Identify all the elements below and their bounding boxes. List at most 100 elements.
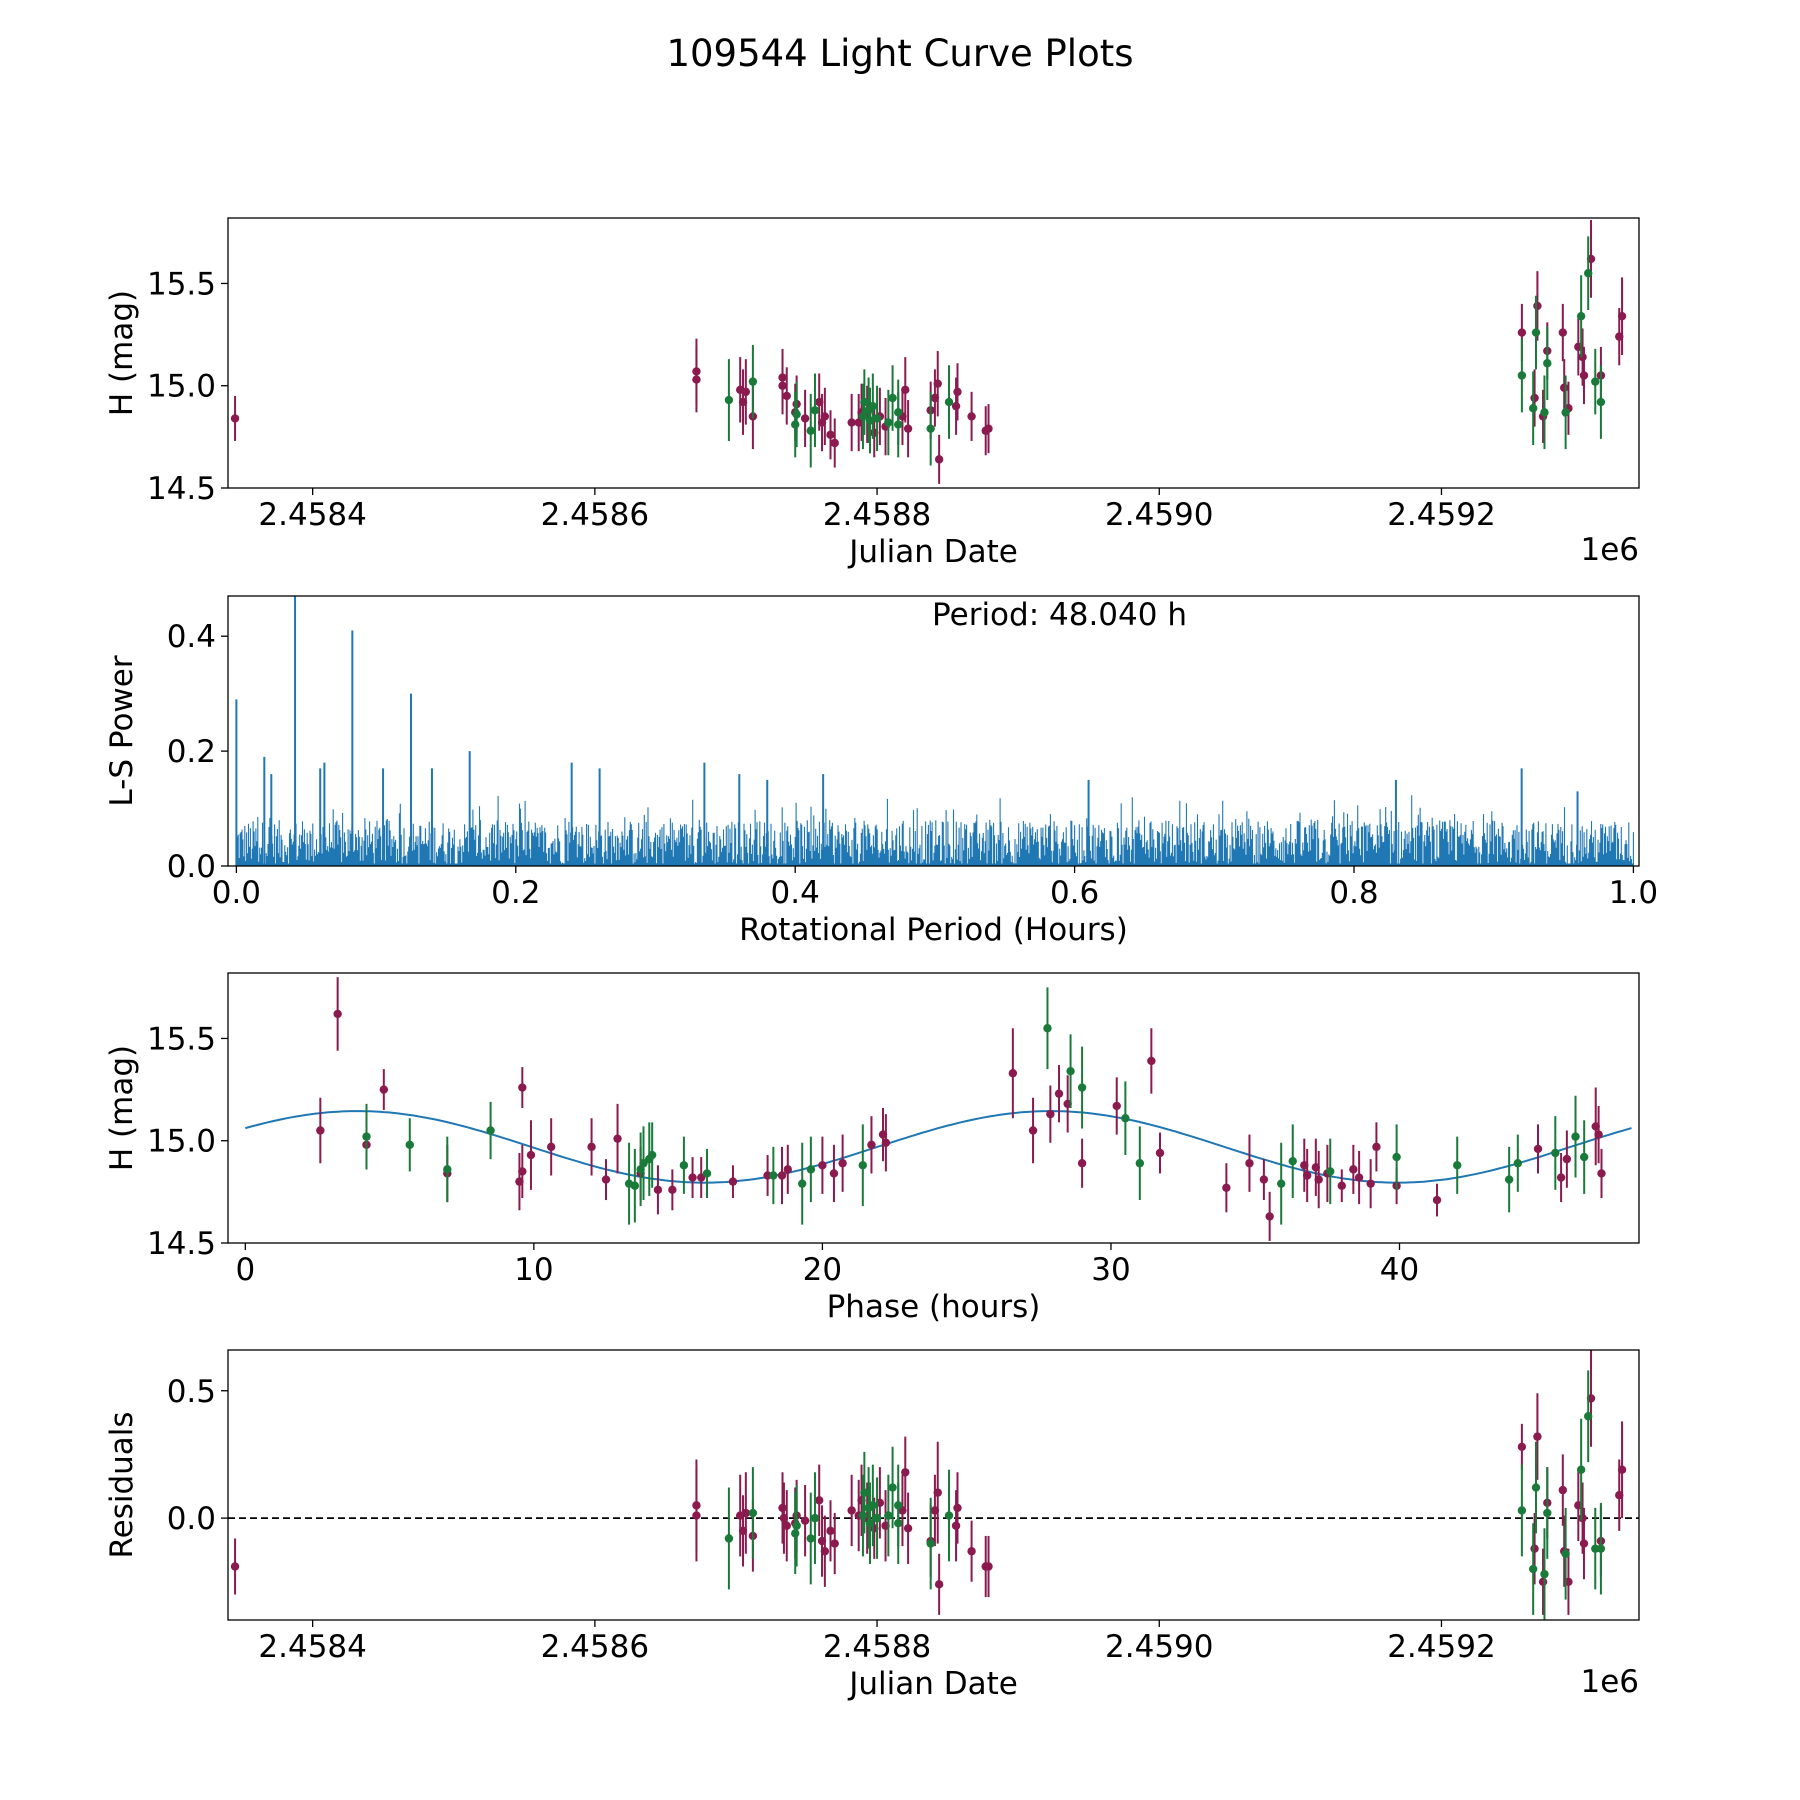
lc-point-g [944, 397, 954, 407]
phase-point-r [777, 1171, 787, 1180]
ls-xtick-label: 0.8 [1329, 875, 1378, 911]
phase-point-r [728, 1177, 738, 1186]
ls-xtick-label: 1.0 [1609, 875, 1658, 911]
ls-ylabel: L-S Power [104, 655, 140, 806]
phase-point-r [653, 1185, 663, 1195]
phase-point-g [1043, 1024, 1052, 1033]
phase-point-r [1265, 1212, 1274, 1221]
lc-point-r [901, 385, 910, 395]
res-frame [227, 1349, 1640, 1621]
lc-xtick-label: 2.4586 [541, 497, 649, 533]
phase-point-r [1147, 1056, 1156, 1066]
res-point-g [724, 1534, 734, 1543]
phase-xtick-label: 20 [803, 1252, 842, 1288]
phase-point-r [1354, 1173, 1364, 1182]
lc-point-g [1596, 397, 1606, 407]
phase-point-g [1504, 1175, 1514, 1184]
res-xtick-label: 2.4592 [1387, 1629, 1495, 1665]
res-point-g [926, 1539, 935, 1548]
panel-res: 2.4584 2.4586 2.4588 2.4590 2.4592 0.0 0.5 Juli… [104, 1349, 1640, 1702]
phase-point-r [1349, 1165, 1358, 1174]
lc-point-r [692, 375, 701, 384]
phase-point-g [1453, 1161, 1462, 1170]
lc-point-r [1517, 328, 1527, 337]
res-point-r [820, 1547, 830, 1556]
phase-xtick-label: 0 [235, 1252, 255, 1288]
phase-point-g [679, 1161, 689, 1170]
lc-point-g [888, 393, 897, 403]
ls-ytick-label: 0.2 [167, 734, 216, 770]
phase-point-g [1392, 1152, 1401, 1162]
res-point-g [1531, 1483, 1541, 1492]
lc-xtick-label: 2.4588 [823, 497, 931, 533]
ls-xtick-label: 0.0 [212, 875, 261, 911]
res-point-g [1561, 1549, 1570, 1558]
phase-point-g [702, 1169, 712, 1178]
res-point-r [1530, 1544, 1539, 1553]
phase-point-g [1066, 1066, 1075, 1076]
phase-point-g [798, 1179, 807, 1188]
phase-point-r [613, 1134, 622, 1143]
lc-point-g [926, 424, 935, 433]
lc-point-g [724, 395, 734, 405]
lc-offset-label: 1e6 [1580, 532, 1639, 568]
phase-point-r [1366, 1179, 1375, 1188]
lc-point-g [860, 397, 869, 407]
phase-point-r [379, 1085, 389, 1094]
res-xtick-label: 2.4584 [258, 1629, 366, 1665]
ls-xtick-label: 0.2 [491, 875, 540, 911]
ls-ytick-label: 0.4 [167, 619, 216, 655]
phase-point-r [1112, 1101, 1121, 1111]
phase-point-r [763, 1171, 772, 1180]
phase-ytick-label: 14.5 [147, 1226, 216, 1262]
lc-point-g [1517, 371, 1527, 380]
lc-point-r [847, 418, 856, 427]
lc-ytick-label: 14.5 [147, 471, 216, 507]
lc-point-r [1530, 393, 1539, 403]
phase-point-r [1222, 1183, 1231, 1192]
panel-ls: Period: 48.040 h 0.0 0.2 0.4 0.6 0.8 1.0 0.0 0.2… [104, 595, 1658, 948]
phase-point-g [1077, 1083, 1087, 1092]
phase-point-g [769, 1171, 778, 1180]
res-point-g [1596, 1544, 1606, 1553]
phase-point-r [1314, 1175, 1323, 1184]
res-point-g [888, 1483, 897, 1492]
phase-fit-curve [245, 1110, 1632, 1184]
res-xtick-label: 2.4586 [541, 1629, 649, 1665]
lc-point-g [1540, 408, 1549, 417]
lc-point-g [1561, 408, 1570, 417]
phase-point-r [1562, 1154, 1572, 1164]
res-point-r [933, 1488, 942, 1497]
ls-period-annotation: Period: 48.040 h [932, 597, 1187, 633]
ls-xtick-label: 0.6 [1050, 875, 1099, 911]
phase-point-r [838, 1159, 847, 1168]
lc-point-g [1543, 359, 1552, 368]
lc-point-g [894, 420, 903, 429]
lc-point-r [903, 424, 913, 433]
phase-point-r [1259, 1175, 1269, 1184]
res-point-r [230, 1562, 240, 1571]
res-point-g [792, 1521, 801, 1530]
res-point-g [872, 1513, 882, 1523]
lc-point-g [810, 406, 820, 415]
lc-point-r [933, 379, 942, 388]
lc-point-r [800, 414, 810, 423]
phase-ylabel: H (mag) [104, 1045, 140, 1171]
lc-point-r [1579, 371, 1589, 380]
phase-point-r [1008, 1069, 1018, 1078]
lc-point-g [791, 420, 800, 429]
phase-point-r [316, 1126, 325, 1135]
res-point-r [903, 1524, 913, 1533]
res-point-g [894, 1519, 903, 1528]
phase-point-g [1288, 1156, 1297, 1166]
phase-point-r [867, 1140, 876, 1150]
res-point-g [791, 1529, 800, 1538]
res-point-g [748, 1508, 758, 1518]
lc-point-r [830, 438, 839, 448]
lc-point-r [826, 430, 835, 440]
ls-power-forest [235, 795, 1634, 866]
phase-point-r [1432, 1195, 1442, 1205]
lc-point-r [953, 387, 962, 397]
lc-point-g [1584, 269, 1593, 278]
